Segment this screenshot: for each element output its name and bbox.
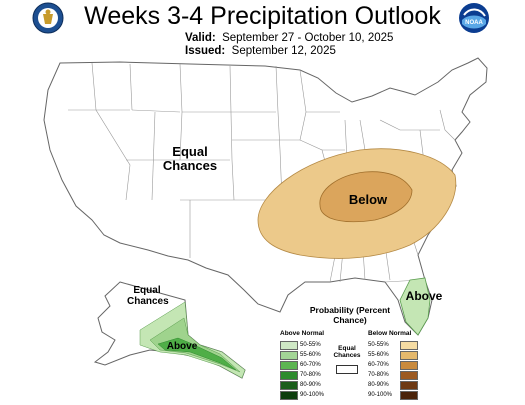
valid-label: Valid: [185,32,216,44]
above-region-florida [399,277,431,336]
legend-above-range: 55-60% [300,352,321,358]
alaska-above-dark [157,337,237,371]
legend-equal-chances-swatch [336,365,358,374]
noaa-logo-icon: NOAA [458,2,490,34]
valid-value: September 27 - October 10, 2025 [222,32,394,44]
legend-below-swatch [400,381,418,390]
legend-above-swatch [280,391,298,400]
issued-value: September 12, 2025 [231,45,336,57]
legend-above-header: Above Normal [280,330,325,337]
legend-above-range: 50-55% [300,342,321,348]
conus-equal-chances-label: Equal Chances [162,144,218,174]
noaa-text: NOAA [465,20,483,26]
legend-below-range: 70-80% [368,372,389,378]
legend-above-range: 90-100% [300,392,325,398]
legend-equal-chances-label: Equal Chances [333,345,361,360]
valid-dates: Valid: September 27 - October 10, 2025 [185,32,393,44]
legend-below-header: Below Normal [368,330,412,337]
legend-title: Probability (Percent Chance) [309,305,391,325]
legend-below-range: 55-60% [368,352,389,358]
florida-above-label: Above [405,289,443,303]
legend-below-range: 50-55% [368,342,389,348]
legend-below-swatch [400,361,418,370]
legend-above-swatch [280,361,298,370]
legend-below-range: 90-100% [368,392,393,398]
legend-above-range: 70-80% [300,372,321,378]
legend-below-swatch [400,351,418,360]
legend-below-swatch [400,391,418,400]
alaska-above-label: Above [166,341,198,352]
issued-label: Issued: [185,45,226,57]
legend-above-range: 80-90% [300,382,321,388]
legend-below-range: 60-70% [368,362,389,368]
legend-above-swatch [280,341,298,350]
below-region-dark [319,171,413,223]
legend-below-swatch [400,371,418,380]
alaska-equal-chances-label: Equal Chances [127,285,169,307]
legend-below-range: 80-90% [368,382,389,388]
legend-above-swatch [280,351,298,360]
legend-above-range: 60-70% [300,362,321,368]
legend-above-swatch [280,381,298,390]
legend-below-swatch [400,341,418,350]
issued-date: Issued: September 12, 2025 [185,45,336,57]
commerce-seal-icon [32,2,64,34]
map-title: Weeks 3-4 Precipitation Outlook [84,2,441,30]
below-label: Below [348,192,388,207]
legend-above-swatch [280,371,298,380]
